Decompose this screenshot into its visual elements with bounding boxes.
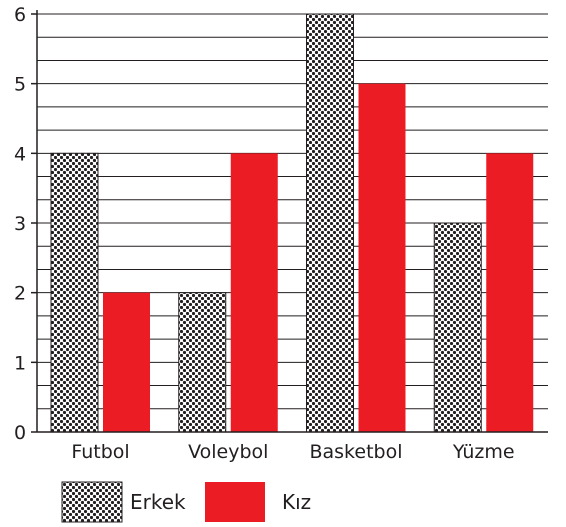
bar-erkek-voleybol (178, 292, 227, 433)
x-tick-label: Futbol (71, 441, 129, 463)
legend-label-kız: Kız (282, 490, 311, 514)
bars (50, 13, 534, 433)
bar-kız-basketbol (358, 83, 406, 433)
bar-erkek-yüzme (433, 222, 482, 433)
bar-kız-yüzme (486, 153, 534, 433)
x-tick-label: Basketbol (309, 441, 402, 463)
y-tick-label: 3 (14, 213, 26, 235)
x-tick-label: Voleybol (188, 441, 268, 463)
y-tick-label: 2 (14, 283, 26, 305)
y-tick-label: 5 (14, 74, 26, 96)
axes (31, 10, 548, 433)
y-tick-label: 6 (14, 4, 26, 26)
legend: Erkek Kız (61, 481, 311, 523)
y-tick-label: 1 (14, 352, 26, 374)
x-tick-label: Yüzme (452, 441, 515, 463)
legend-label-erkek: Erkek (130, 490, 186, 514)
y-tick-label: 0 (14, 422, 26, 444)
y-tick-label: 4 (14, 143, 26, 165)
legend-swatch-erkek (61, 481, 123, 523)
labels: Futbol Voleybol Basketbol Yüzme 0 1 2 3 4 5 6 (14, 4, 515, 463)
bar-kız-voleybol (230, 153, 278, 433)
bar-erkek-futbol (50, 152, 99, 433)
bar-erkek-basketbol (306, 13, 354, 433)
legend-swatch-kız (205, 482, 265, 522)
bar-kız-futbol (103, 292, 150, 432)
